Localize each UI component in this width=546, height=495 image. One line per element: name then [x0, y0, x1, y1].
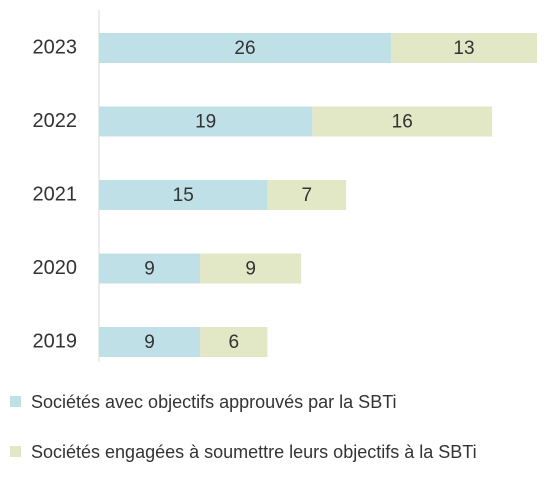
legend-label: Sociétés avec objectifs approuvés par la…	[31, 392, 397, 412]
legend-swatch	[10, 396, 21, 407]
bar-segment	[200, 253, 302, 284]
bar-segment	[99, 180, 268, 210]
y-tick-label: 2020	[33, 257, 78, 279]
y-tick-label: 2023	[33, 36, 78, 58]
chart: 2023 26 13 2022 19 16 2021 15 7 2020 9 9 2019 9 6	[33, 10, 537, 362]
bar-segment	[99, 253, 201, 284]
data-label: 13	[453, 38, 474, 59]
y-tick-label: 2019	[33, 330, 78, 352]
data-label: 7	[301, 185, 312, 206]
bar-segment	[267, 180, 347, 210]
bar-segment	[99, 33, 391, 63]
bar-segment	[99, 327, 201, 357]
bar-segment	[200, 327, 268, 357]
bar-segment	[99, 106, 313, 137]
legend-swatch	[10, 446, 21, 457]
data-label: 16	[392, 112, 413, 133]
data-label: 9	[144, 259, 155, 280]
data-label: 19	[195, 112, 216, 133]
data-label: 15	[173, 185, 194, 206]
y-tick-label: 2021	[33, 183, 78, 205]
data-label: 6	[228, 332, 239, 353]
data-label: 9	[144, 332, 155, 353]
bar-segment	[312, 106, 493, 137]
legend-label: Sociétés engagées à soumettre leurs obje…	[31, 442, 477, 462]
data-label: 9	[245, 259, 256, 280]
legend: Sociétés avec objectifs approuvés par la…	[10, 390, 510, 490]
y-tick-label: 2022	[33, 110, 78, 132]
legend-entry: Sociétés engagées à soumettre leurs obje…	[10, 440, 510, 464]
legend-entry: Sociétés avec objectifs approuvés par la…	[10, 390, 510, 414]
data-label: 26	[234, 38, 255, 59]
bar-segment	[391, 33, 537, 63]
